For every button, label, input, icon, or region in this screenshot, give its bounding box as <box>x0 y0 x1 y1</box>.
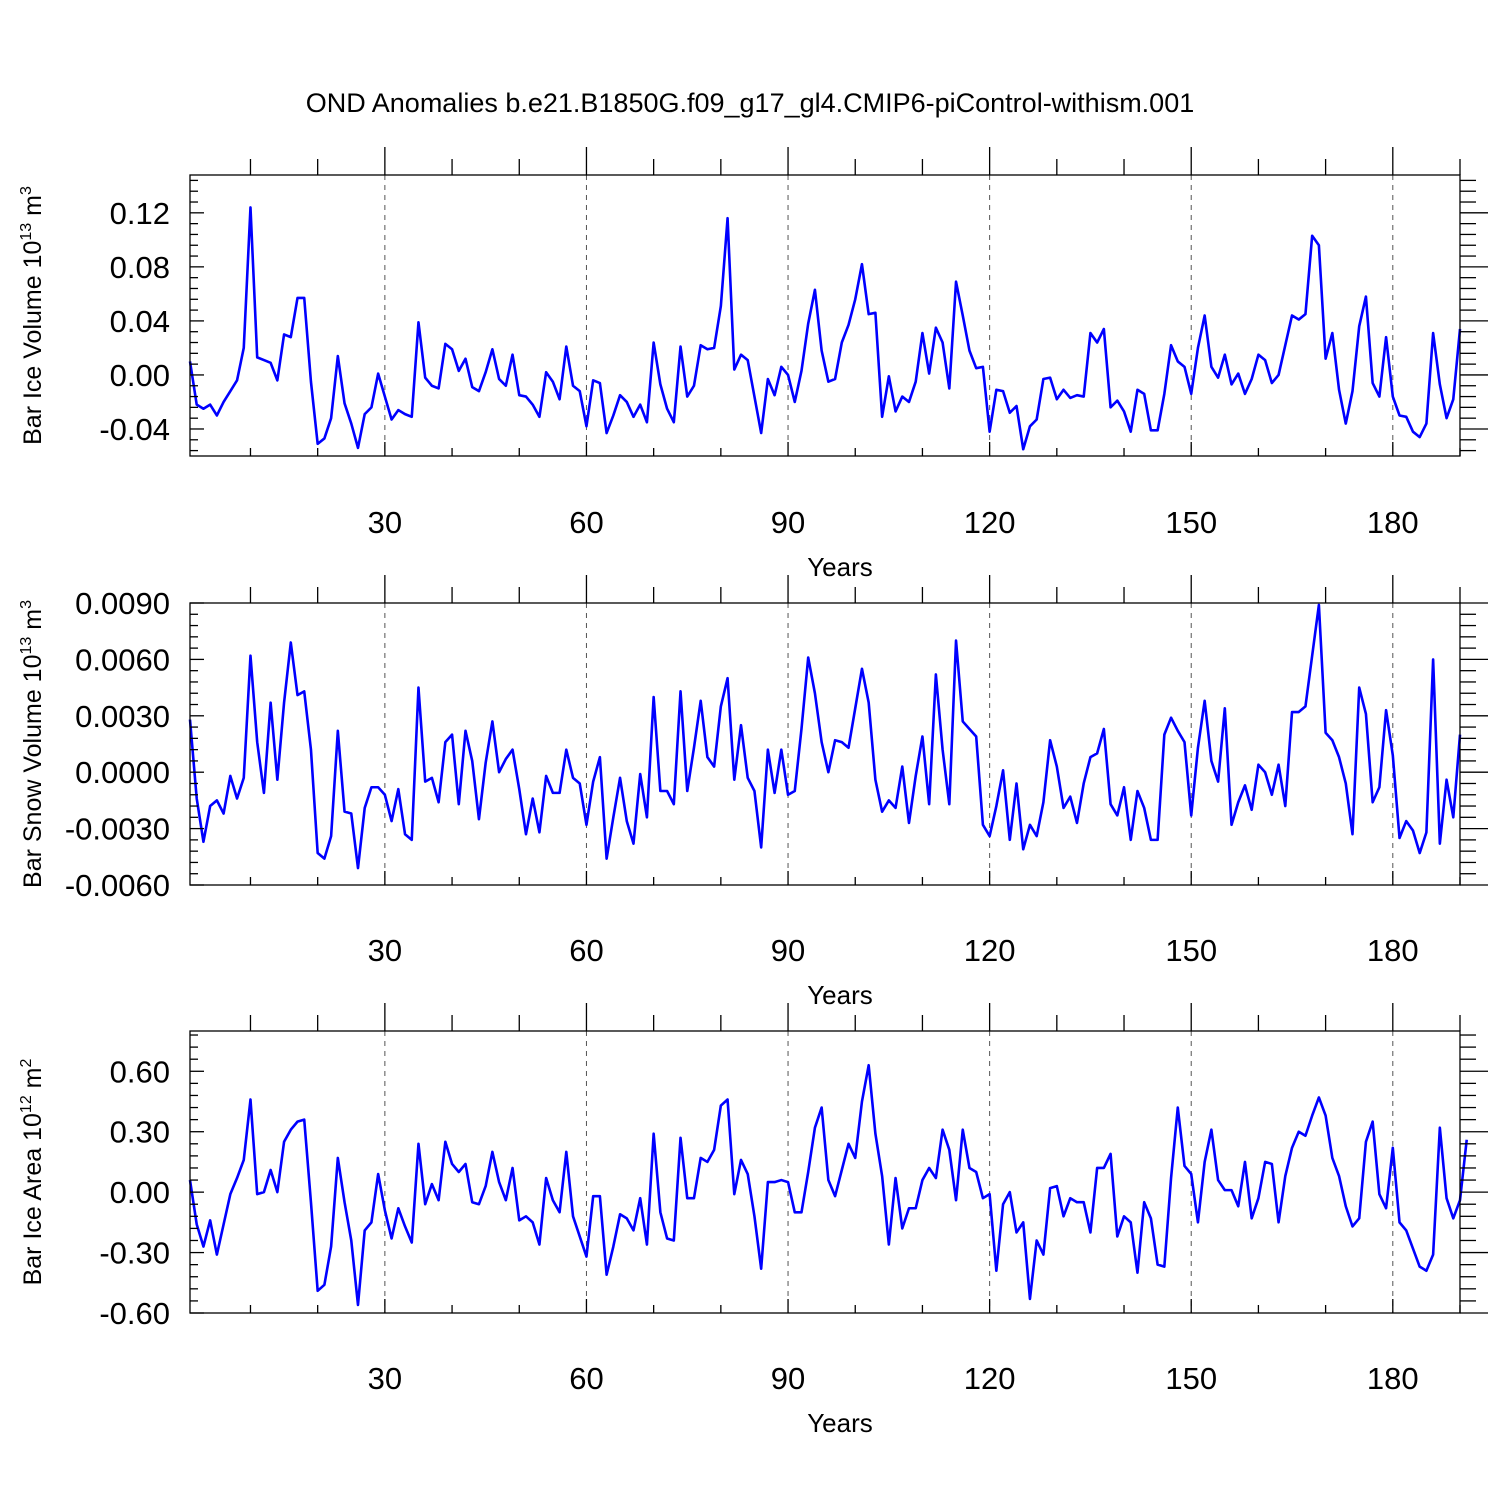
x-tick-label: 30 <box>368 933 402 968</box>
plot-frame <box>189 174 1461 457</box>
panel-ice-volume: 30 60 90 120 150 180 -0.04 0.00 0.04 0.08 0.12 Year… <box>18 147 1488 582</box>
x-tick-label: 60 <box>569 505 603 540</box>
x-tick-label: 120 <box>964 933 1016 968</box>
x-tick-label: 30 <box>368 505 402 540</box>
x-axis-label: Years <box>807 1408 873 1438</box>
x-tick-label: 120 <box>964 1361 1016 1396</box>
y-tick-label: -0.60 <box>99 1296 170 1331</box>
y-tick-label: 0.12 <box>110 196 170 231</box>
x-tick-label: 30 <box>368 1361 402 1396</box>
series-line-2-0 <box>188 1063 1469 1307</box>
y-tick-label: 0.04 <box>110 304 170 339</box>
x-tick-label: 120 <box>964 505 1016 540</box>
figure-title: OND Anomalies b.e21.B1850G.f09_g17_gl4.C… <box>306 88 1194 118</box>
plot-frame <box>189 602 1461 886</box>
x-tick-label: 60 <box>569 933 603 968</box>
y-axis-label: Bar Snow Volume 1013 m3 <box>18 600 47 888</box>
y-tick-label: -0.04 <box>99 412 170 447</box>
x-tick-label: 150 <box>1165 505 1217 540</box>
panel-ice-area: 30 60 90 120 150 180 -0.60 -0.30 0.00 0.30 0.60 Yea… <box>18 1003 1488 1438</box>
x-tick-label: 150 <box>1165 933 1217 968</box>
x-tick-label: 150 <box>1165 1361 1217 1396</box>
y-tick-label: -0.0030 <box>65 812 170 847</box>
series-line-0-0 <box>188 206 1462 451</box>
y-tick-label: 0.08 <box>110 250 170 285</box>
x-tick-label: 90 <box>771 1361 805 1396</box>
y-tick-label: 0.0000 <box>75 755 170 790</box>
plot-frame <box>189 1030 1461 1314</box>
x-tick-label: 180 <box>1367 505 1419 540</box>
y-tick-label: 0.60 <box>110 1054 170 1089</box>
y-axis-label: Bar Ice Volume 1013 m3 <box>18 186 47 445</box>
series-line-1-0 <box>188 603 1462 870</box>
x-tick-label: 180 <box>1367 1361 1419 1396</box>
x-tick-label: 180 <box>1367 933 1419 968</box>
y-tick-label: 0.00 <box>110 358 170 393</box>
y-tick-label: 0.00 <box>110 1175 170 1210</box>
y-tick-label: 0.30 <box>110 1115 170 1150</box>
x-axis-label: Years <box>807 980 873 1010</box>
y-tick-label: -0.30 <box>99 1236 170 1271</box>
y-tick-label: 0.0090 <box>75 586 170 621</box>
y-tick-label: -0.0060 <box>65 868 170 903</box>
panel-snow-volume: 30 60 90 120 150 180 -0.0060 -0.0030 0.0000 0.003… <box>18 575 1488 1010</box>
x-tick-label: 60 <box>569 1361 603 1396</box>
y-axis-label: Bar Ice Area 1012 m2 <box>18 1059 47 1286</box>
x-tick-label: 90 <box>771 933 805 968</box>
y-tick-label: 0.0060 <box>75 642 170 677</box>
x-tick-label: 90 <box>771 505 805 540</box>
y-tick-label: 0.0030 <box>75 699 170 734</box>
x-axis-label: Years <box>807 552 873 582</box>
